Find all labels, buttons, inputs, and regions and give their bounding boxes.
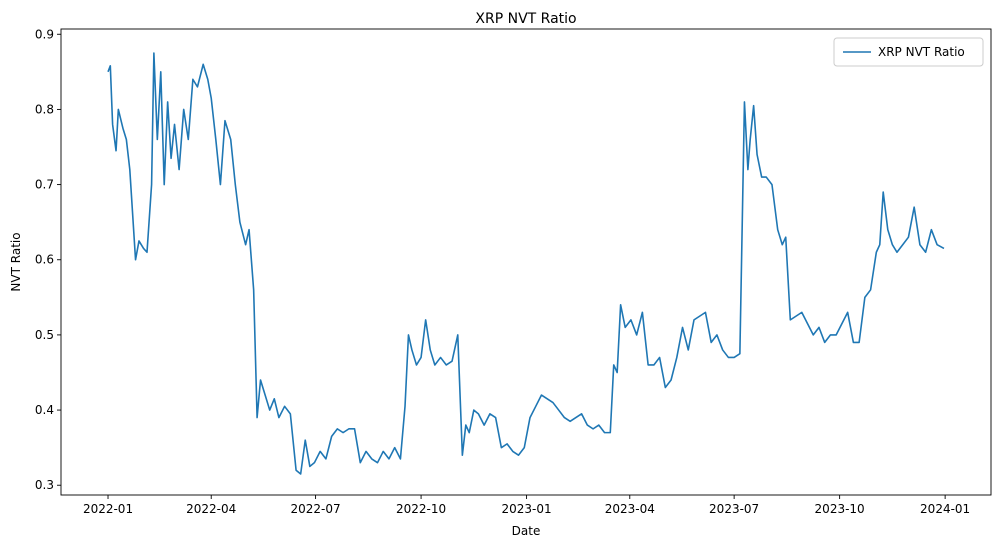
y-tick-label: 0.9 <box>35 27 54 41</box>
legend-label: XRP NVT Ratio <box>878 45 965 59</box>
y-tick-label: 0.8 <box>35 102 54 116</box>
x-tick-label: 2023-01 <box>502 502 552 516</box>
x-tick-label: 2023-04 <box>605 502 655 516</box>
plot-frame <box>60 28 992 496</box>
x-tick-label: 2023-10 <box>815 502 865 516</box>
series-line-xrp-nvt-ratio <box>107 52 945 475</box>
x-tick-label: 2023-07 <box>709 502 759 516</box>
y-tick-label: 0.3 <box>35 478 54 492</box>
x-tick-label: 2022-10 <box>396 502 446 516</box>
legend-box <box>833 37 984 67</box>
x-axis: 2022-01 2022-04 2022-07 2022-10 2023-01 2023-… <box>83 495 970 516</box>
x-tick-label: 2022-07 <box>291 502 341 516</box>
y-tick-label: 0.6 <box>35 253 54 267</box>
x-tick-label: 2022-01 <box>83 502 133 516</box>
legend: XRP NVT Ratio <box>833 37 984 67</box>
y-tick-label: 0.7 <box>35 178 54 192</box>
y-axis: 0.3 0.4 0.5 0.6 0.7 0.8 0.9 <box>35 27 61 492</box>
x-tick-label: 2022-04 <box>186 502 236 516</box>
y-tick-label: 0.5 <box>35 328 54 342</box>
chart-title: XRP NVT Ratio <box>475 11 576 27</box>
x-tick-label: 2024-01 <box>920 502 970 516</box>
y-tick-label: 0.4 <box>35 403 54 417</box>
x-axis-label: Date <box>512 524 541 538</box>
y-axis-label: NVT Ratio <box>9 232 23 291</box>
